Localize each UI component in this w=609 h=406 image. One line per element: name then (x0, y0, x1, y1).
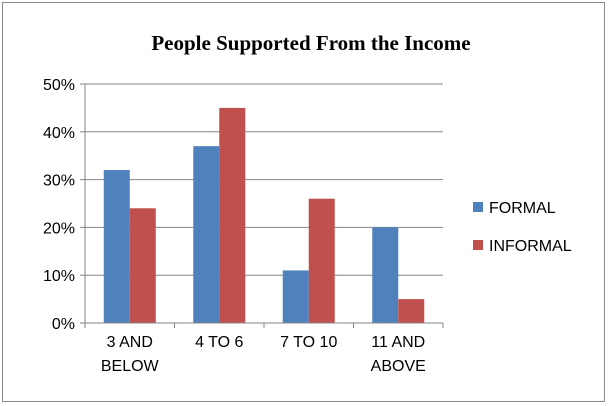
bar-formal-4-to-6 (193, 146, 220, 323)
axes (80, 83, 444, 328)
y-tick-label: 30% (43, 173, 75, 190)
x-tick-label: 7 TO 10 (280, 334, 337, 351)
chart-title: People Supported From the Income (151, 31, 470, 55)
legend-swatch-formal (473, 202, 483, 212)
y-axis-ticks: 0% 10% 20% 30% 40% 50% (43, 77, 75, 333)
bars (103, 107, 425, 324)
legend-label-informal: INFORMAL (489, 238, 572, 255)
bar-informal-4-to-6 (219, 107, 246, 324)
legend-label-formal: FORMAL (489, 200, 556, 217)
y-tick-label: 40% (43, 125, 75, 142)
x-tick-label: 3 AND (107, 334, 153, 351)
y-tick-label: 0% (52, 316, 75, 333)
x-tick-label: BELOW (101, 358, 160, 375)
y-tick-label: 20% (43, 220, 75, 237)
x-axis-ticks: 3 AND BELOW 4 TO 6 7 TO 10 11 AND ABOVE (101, 334, 426, 375)
x-tick-label: ABOVE (371, 358, 426, 375)
bar-formal-11-and-above (372, 227, 399, 323)
bar-formal-7-to-10 (282, 270, 309, 323)
bar-informal-11-and-above (398, 299, 425, 323)
bar-informal-7-to-10 (308, 198, 335, 323)
x-tick-label: 4 TO 6 (195, 334, 243, 351)
bar-informal-3-and-below (129, 208, 156, 323)
chart-frame: People Supported From the Income 0% 10% 20… (2, 2, 605, 402)
bar-formal-3-and-below (103, 170, 130, 323)
x-tick-label: 11 AND (371, 334, 425, 351)
bar-chart: People Supported From the Income 0% 10% 20… (43, 31, 572, 375)
legend: FORMAL INFORMAL (473, 200, 572, 255)
y-tick-label: 10% (43, 268, 75, 285)
legend-swatch-informal (473, 240, 483, 250)
y-tick-label: 50% (43, 77, 75, 94)
